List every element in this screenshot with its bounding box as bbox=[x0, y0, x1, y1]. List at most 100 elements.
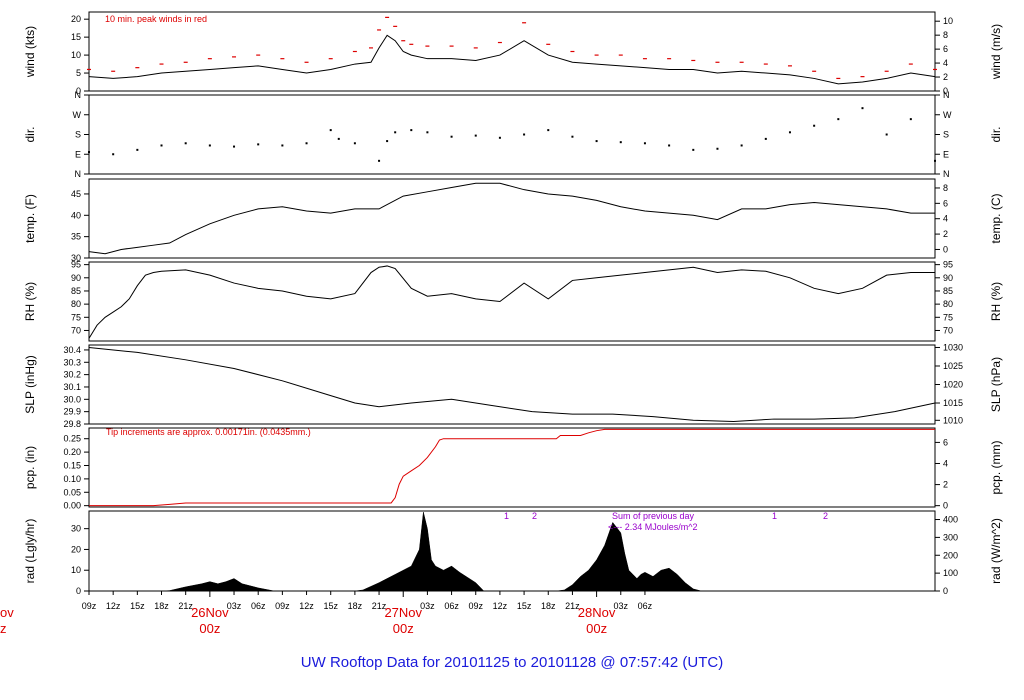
xtick-label-13: 06z bbox=[444, 601, 459, 611]
slp-ytick-label-R1: 1015 bbox=[943, 398, 963, 408]
temp-ytick-label-R4: 8 bbox=[943, 183, 948, 193]
pcp-ylabel-left: pcp. (in) bbox=[23, 446, 37, 489]
panel-frame-pcp bbox=[88, 427, 936, 508]
xtick-label-12: 03z bbox=[420, 601, 435, 611]
xtick-label-18: 21z bbox=[565, 601, 580, 611]
panel-frame-rad bbox=[88, 510, 936, 592]
rh-ytick-label-L1: 75 bbox=[71, 312, 81, 322]
rad-ytick-label-R4: 400 bbox=[943, 515, 958, 525]
xtick-label-11: 21z bbox=[372, 601, 387, 611]
dir-point-7 bbox=[257, 143, 260, 146]
wind-ylabel-right: wind (m/s) bbox=[989, 24, 1003, 80]
dir-ytick-label-R0: N bbox=[943, 169, 950, 179]
pcp-ytick-label-R3: 6 bbox=[943, 437, 948, 447]
day-time-label-1: 00z bbox=[199, 621, 220, 636]
dir-point-22 bbox=[547, 129, 550, 132]
dir-point-17 bbox=[426, 131, 429, 134]
xtick-label-0: 09z bbox=[82, 601, 97, 611]
temp-ytick-label-R3: 6 bbox=[943, 198, 948, 208]
day-label-3: 28Nov bbox=[578, 605, 616, 620]
rad-ytick-label-L0: 0 bbox=[76, 586, 81, 596]
dir-point-33 bbox=[813, 124, 816, 127]
rad-ytick-label-L3: 30 bbox=[71, 524, 81, 534]
wind-ytick-label-L0: 0 bbox=[76, 86, 81, 96]
panel-wind: 0 5 10 15 20 0 2 4 6 8 10 wind (kts) wind (m/s) bbox=[23, 11, 1003, 96]
temp-ytick-label-R0: 0 bbox=[943, 244, 948, 254]
xtick-label-7: 09z bbox=[275, 601, 290, 611]
rh-ytick-label-L4: 90 bbox=[71, 273, 81, 283]
dir-ytick-label-R3: W bbox=[943, 110, 952, 120]
temp-ytick-label-R1: 2 bbox=[943, 229, 948, 239]
wind-ytick-label-R5: 10 bbox=[943, 16, 953, 26]
dir-point-5 bbox=[208, 144, 211, 147]
rh-ytick-label-R5: 95 bbox=[943, 260, 953, 270]
slp-ytick-label-L4: 30.2 bbox=[63, 370, 81, 380]
rad-day2-marker-1: 1 bbox=[772, 511, 777, 521]
slp-ytick-label-L1: 29.9 bbox=[63, 407, 81, 417]
wind-ylabel-left: wind (kts) bbox=[23, 26, 37, 78]
dir-point-26 bbox=[643, 142, 646, 145]
dir-point-25 bbox=[619, 141, 622, 144]
x-axis: 09z 12z 15z 18z 21z 03z 06z 09z 12z 15z 18z 21z 03z 0… bbox=[0, 591, 653, 636]
rad-ytick-label-L2: 20 bbox=[71, 544, 81, 554]
temp-ylabel-right: temp. (C) bbox=[989, 193, 1003, 243]
rad-ytick-label-R3: 300 bbox=[943, 532, 958, 542]
rad-area bbox=[89, 511, 935, 592]
slp-ytick-label-L6: 30.4 bbox=[63, 345, 81, 355]
dir-ytick-label-R1: E bbox=[943, 149, 949, 159]
rh-ylabel-right: RH (%) bbox=[989, 282, 1003, 321]
dir-ytick-label-L2: S bbox=[75, 130, 81, 140]
temp-ytick-label-L0: 30 bbox=[71, 253, 81, 263]
pcp-ytick-label-R2: 4 bbox=[943, 458, 948, 468]
rad-sum-value: <--- 2.34 MJoules/m^2 bbox=[608, 522, 698, 532]
temp-line-0 bbox=[88, 182, 935, 255]
rad-day1-marker-2: 2 bbox=[532, 511, 537, 521]
day-time-label-0: z bbox=[0, 621, 7, 636]
xtick-label-19: 03z bbox=[614, 601, 629, 611]
slp-ytick-label-L3: 30.1 bbox=[63, 382, 81, 392]
dir-point-28 bbox=[692, 148, 695, 151]
rad-sum-note: Sum of previous day bbox=[612, 511, 695, 521]
dir-point-36 bbox=[885, 133, 888, 136]
pcp-ytick-label-L1: 0.05 bbox=[63, 487, 81, 497]
rad-ytick-label-R1: 100 bbox=[943, 568, 958, 578]
dir-point-8 bbox=[281, 144, 284, 147]
dir-ylabel-left: dir. bbox=[23, 126, 37, 142]
dir-point-1 bbox=[112, 153, 115, 156]
wind-ytick-label-R2: 4 bbox=[943, 58, 948, 68]
wind-ytick-label-L3: 15 bbox=[71, 32, 81, 42]
panel-frame-dir bbox=[88, 94, 936, 175]
dir-point-20 bbox=[498, 136, 501, 139]
dir-point-0 bbox=[88, 151, 90, 154]
dir-point-24 bbox=[595, 140, 598, 143]
peak-wind-note: 10 min. peak winds in red bbox=[105, 14, 207, 24]
pcp-ytick-label-L2: 0.10 bbox=[63, 474, 81, 484]
xtick-label-16: 15z bbox=[517, 601, 532, 611]
xtick-label-14: 09z bbox=[468, 601, 483, 611]
slp-ylabel-right: SLP (hPa) bbox=[989, 357, 1003, 412]
rh-ytick-label-L2: 80 bbox=[71, 299, 81, 309]
rad-day1-marker-1: 1 bbox=[504, 511, 509, 521]
slp-ytick-label-R4: 1030 bbox=[943, 342, 963, 352]
rad-ylabel-right: rad (W/m^2) bbox=[989, 518, 1003, 584]
pcp-ytick-label-R1: 2 bbox=[943, 480, 948, 490]
temp-ytick-label-L1: 35 bbox=[71, 232, 81, 242]
xtick-label-15: 12z bbox=[493, 601, 508, 611]
dir-point-31 bbox=[764, 137, 767, 140]
slp-ytick-label-L5: 30.3 bbox=[63, 357, 81, 367]
xtick-label-6: 06z bbox=[251, 601, 266, 611]
pcp-ytick-label-L5: 0.25 bbox=[63, 434, 81, 444]
xtick-label-17: 18z bbox=[541, 601, 556, 611]
rad-ytick-label-R0: 0 bbox=[943, 586, 948, 596]
panel-frame-wind bbox=[88, 11, 936, 92]
rad-ytick-label-R2: 200 bbox=[943, 550, 958, 560]
xtick-label-8: 12z bbox=[299, 601, 314, 611]
dir-point-10 bbox=[329, 129, 332, 132]
temp-ytick-label-L2: 40 bbox=[71, 210, 81, 220]
pcp-ytick-label-L4: 0.20 bbox=[63, 447, 81, 457]
slp-ytick-label-R0: 1010 bbox=[943, 415, 963, 425]
dir-ytick-label-L3: W bbox=[73, 110, 82, 120]
day-label-0: ov bbox=[0, 605, 14, 620]
